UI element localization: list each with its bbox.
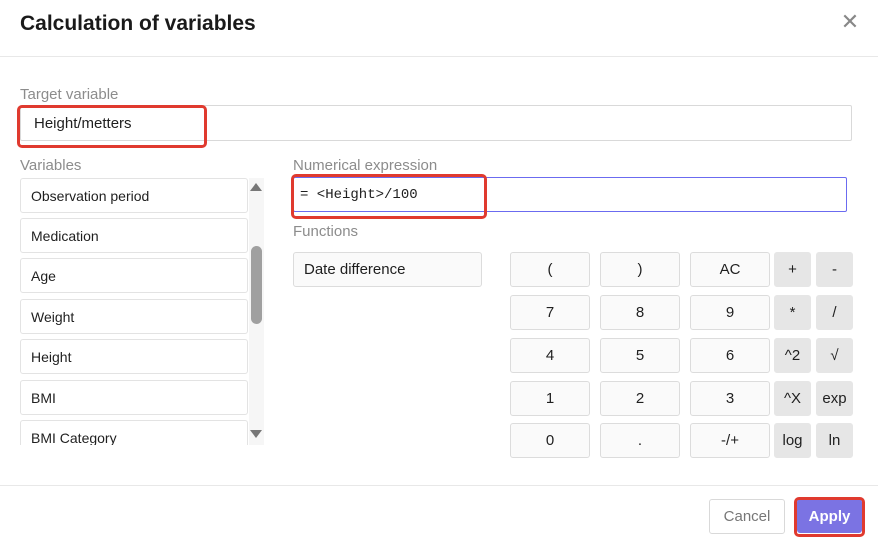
variables-label: Variables: [20, 157, 82, 174]
keypad-key[interactable]: 4: [510, 338, 590, 373]
keypad-key[interactable]: ): [600, 252, 680, 287]
variable-item[interactable]: Observation period: [20, 178, 248, 213]
keypad-key[interactable]: /: [816, 295, 853, 330]
variable-item[interactable]: Medication: [20, 218, 248, 253]
variable-item[interactable]: Height: [20, 339, 248, 374]
scroll-down-icon[interactable]: [250, 430, 262, 438]
variable-item[interactable]: BMI: [20, 380, 248, 415]
keypad-key[interactable]: 7: [510, 295, 590, 330]
scroll-up-icon[interactable]: [250, 183, 262, 191]
keypad-key[interactable]: *: [774, 295, 811, 330]
header-divider: [0, 56, 878, 57]
variables-list: Observation period Medication Age Weight…: [0, 178, 270, 445]
scrollbar-thumb[interactable]: [251, 246, 262, 324]
apply-button[interactable]: Apply: [797, 499, 862, 533]
footer-divider: [0, 485, 878, 486]
close-icon[interactable]: ✕: [840, 9, 860, 34]
function-date-difference[interactable]: Date difference: [293, 252, 482, 287]
keypad-key[interactable]: 9: [690, 295, 770, 330]
keypad-key[interactable]: 3: [690, 381, 770, 416]
expression-input[interactable]: = <Height>/100: [293, 177, 847, 212]
keypad-key[interactable]: ln: [816, 423, 853, 458]
keypad-key[interactable]: 2: [600, 381, 680, 416]
dialog-title: Calculation of variables: [20, 12, 256, 35]
keypad-key[interactable]: ^2: [774, 338, 811, 373]
keypad-key[interactable]: .: [600, 423, 680, 458]
keypad-key[interactable]: log: [774, 423, 811, 458]
keypad-key[interactable]: 5: [600, 338, 680, 373]
keypad-key[interactable]: ^X: [774, 381, 811, 416]
keypad-key[interactable]: -/+: [690, 423, 770, 458]
variable-item[interactable]: BMI Category: [20, 420, 248, 445]
cancel-button[interactable]: Cancel: [709, 499, 785, 534]
expression-label: Numerical expression: [293, 157, 438, 174]
keypad-key[interactable]: +: [774, 252, 811, 287]
keypad-key[interactable]: (: [510, 252, 590, 287]
keypad-key[interactable]: -: [816, 252, 853, 287]
target-variable-input[interactable]: Height/metters: [20, 105, 852, 141]
functions-label: Functions: [293, 223, 359, 240]
keypad-key[interactable]: 6: [690, 338, 770, 373]
target-variable-label: Target variable: [20, 86, 119, 103]
keypad-key[interactable]: 1: [510, 381, 590, 416]
keypad-key[interactable]: 0: [510, 423, 590, 458]
variable-item[interactable]: Weight: [20, 299, 248, 334]
keypad-key[interactable]: 8: [600, 295, 680, 330]
keypad-key[interactable]: exp: [816, 381, 853, 416]
keypad-key[interactable]: √: [816, 338, 853, 373]
variable-item[interactable]: Age: [20, 258, 248, 293]
keypad-key[interactable]: AC: [690, 252, 770, 287]
